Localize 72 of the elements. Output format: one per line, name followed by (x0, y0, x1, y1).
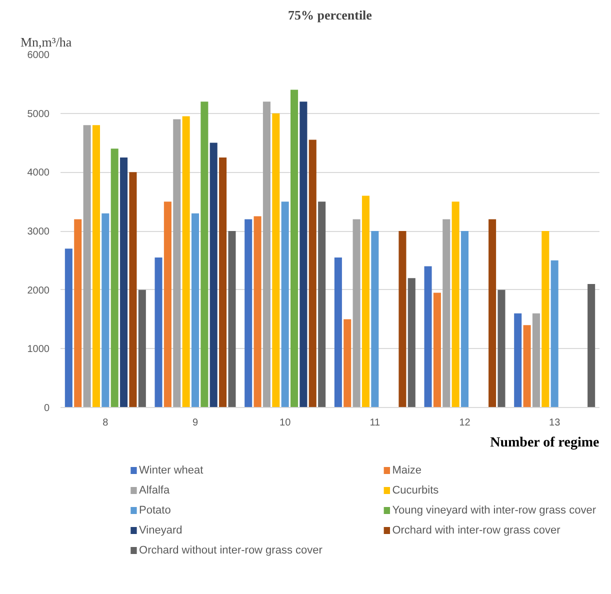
x-axis-title: Number of regime (490, 436, 600, 450)
bar (244, 219, 252, 408)
legend-label: Young vineyard with inter-row grass cover (392, 504, 596, 516)
legend-label: Cucurbits (392, 484, 440, 496)
bar (210, 142, 218, 408)
bar (74, 219, 82, 408)
bar (102, 213, 110, 408)
x-tick-label: 11 (370, 418, 381, 428)
bar (532, 313, 540, 408)
bar (433, 292, 441, 408)
y-tick-label: 5000 (27, 108, 50, 120)
legend-label: Vineyard (139, 524, 182, 536)
bar (588, 284, 596, 408)
bar (344, 319, 352, 408)
bar (272, 113, 280, 408)
x-tick-label: 10 (280, 418, 292, 428)
bar (182, 116, 190, 408)
bar (129, 172, 137, 408)
bar (488, 219, 496, 408)
bar (398, 231, 406, 408)
bar (514, 313, 522, 408)
legend-label: Maize (392, 464, 422, 476)
bar (110, 148, 118, 408)
bar (318, 202, 326, 408)
bar (83, 125, 91, 408)
bar (254, 216, 262, 408)
y-tick-label: 6000 (27, 50, 50, 61)
bar (262, 102, 270, 408)
legend-label: Orchard without inter-row grass cover (139, 544, 323, 556)
bar (300, 102, 308, 408)
y-tick-label: 1000 (27, 344, 50, 356)
bar (362, 196, 370, 408)
bar (442, 219, 450, 408)
y-tick-label: 3000 (27, 226, 50, 238)
bar (452, 202, 460, 408)
x-tick-label: 8 (102, 418, 109, 428)
legend-label: Potato (139, 504, 171, 516)
bar (191, 213, 200, 408)
y-tick-label: 0 (44, 403, 50, 414)
bar (424, 266, 432, 408)
chart-title: 75% percentile (288, 8, 372, 22)
bar (498, 290, 506, 408)
legend-label: Alfalfa (139, 484, 170, 496)
bar (281, 202, 289, 408)
bar (173, 119, 181, 408)
bar (352, 219, 360, 408)
bar (334, 257, 342, 408)
bar (308, 140, 316, 408)
bar (371, 231, 379, 408)
x-tick-label: 13 (549, 418, 561, 428)
legend-label: Winter wheat (139, 464, 204, 476)
bar (290, 90, 298, 408)
bar (408, 278, 416, 408)
bar (550, 260, 558, 408)
y-axis-title: Mn,m³/ha (20, 34, 72, 50)
x-tick-label: 9 (192, 418, 198, 428)
bar (92, 125, 100, 408)
bar (542, 231, 550, 408)
legend-label: Orchard with inter-row grass cover (392, 524, 561, 536)
bar (154, 257, 162, 408)
y-tick-label: 2000 (27, 285, 50, 296)
bar (523, 325, 531, 408)
bar (219, 157, 227, 408)
bar (200, 102, 208, 408)
x-tick-label: 12 (459, 418, 471, 428)
bar (120, 157, 128, 408)
bar (138, 290, 146, 408)
bar (228, 231, 236, 408)
bar (64, 248, 72, 408)
bar (460, 231, 469, 408)
y-tick-label: 4000 (27, 168, 50, 179)
bar (164, 202, 172, 408)
